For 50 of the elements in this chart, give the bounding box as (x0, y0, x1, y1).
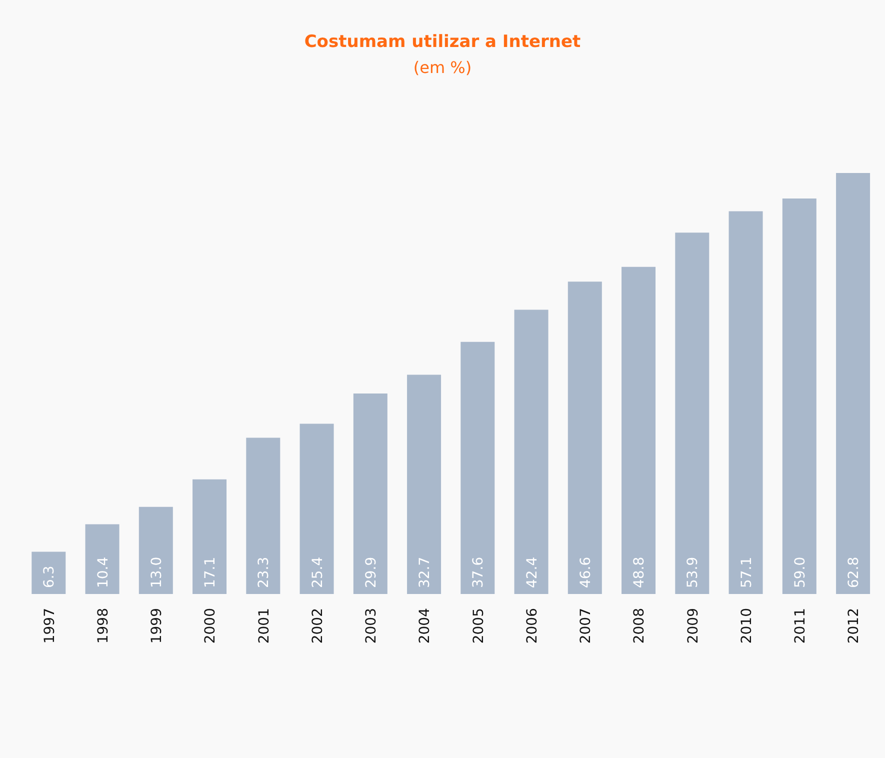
x-tick-label: 2002 (310, 608, 326, 644)
data-label: 57.1 (738, 556, 755, 588)
bar (568, 282, 602, 594)
x-tick-label: 2005 (470, 608, 487, 644)
x-tick-label: 2011 (792, 608, 809, 644)
bar (728, 211, 763, 594)
chart-subtitle: (em %) (412, 58, 473, 77)
data-label: 6.3 (42, 566, 58, 588)
data-label: 48.8 (632, 556, 648, 588)
data-label: 10.4 (95, 556, 112, 588)
data-label: 13.0 (148, 556, 165, 588)
bar (138, 506, 173, 594)
bar (85, 524, 120, 594)
bar (782, 198, 816, 594)
x-tick-label: 1999 (149, 608, 166, 644)
data-label: 59.0 (792, 556, 808, 588)
x-tick-label: 2001 (256, 608, 272, 644)
data-label: 23.3 (256, 556, 272, 588)
bar (836, 173, 870, 594)
data-label: 25.4 (310, 556, 326, 588)
x-tick-label: 1997 (42, 608, 58, 644)
data-label: 29.9 (363, 556, 380, 588)
bar (460, 342, 495, 594)
bar (246, 438, 280, 594)
x-tick-label: 2012 (846, 608, 862, 644)
data-label: 17.1 (202, 556, 219, 588)
bar (192, 479, 227, 594)
bar (514, 310, 548, 594)
x-tick-label: 2006 (524, 608, 540, 644)
data-label: 37.6 (470, 556, 487, 588)
bar (407, 374, 442, 594)
chart-title: Costumam utilizar a Internet (303, 32, 582, 52)
bar (32, 552, 66, 594)
bar (622, 266, 656, 594)
bar (353, 394, 388, 594)
bar (300, 424, 334, 594)
x-tick-label: 2000 (202, 608, 219, 644)
data-label: 42.4 (524, 556, 540, 588)
x-tick-label: 2008 (632, 608, 648, 644)
data-label: 53.9 (685, 556, 702, 588)
bar (675, 232, 710, 594)
x-tick-label: 2010 (738, 608, 755, 644)
x-tick-label: 1998 (95, 608, 112, 644)
data-label: 32.7 (417, 556, 434, 588)
x-tick-label: 2004 (417, 608, 434, 644)
data-label: 62.8 (846, 556, 862, 588)
x-tick-label: 2009 (685, 608, 702, 644)
x-tick-label: 2003 (364, 608, 380, 644)
x-tick-label: 2007 (578, 608, 594, 644)
data-label: 46.6 (578, 556, 594, 588)
